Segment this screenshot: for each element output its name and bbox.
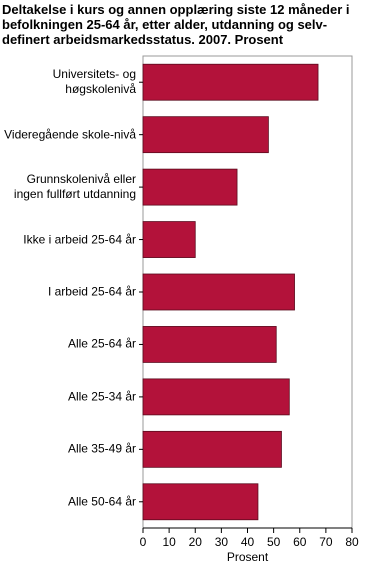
bar	[142, 326, 277, 363]
x-tick-label: 80	[345, 535, 359, 549]
x-tick-label: 0	[140, 535, 147, 549]
chart-title: Deltakelse i kurs og annen opplæring sis…	[2, 2, 350, 47]
bar	[142, 273, 295, 311]
bar	[142, 483, 259, 521]
bar	[142, 378, 290, 416]
y-tick-label: I arbeid 25-64 år	[47, 284, 136, 299]
bar	[142, 168, 238, 206]
y-tick-label: Grunnskolenivå eller ingen fullført utda…	[13, 172, 136, 202]
bar	[142, 116, 269, 154]
bar	[142, 430, 282, 468]
y-tick-label: Ikke i arbeid 25-64 år	[23, 232, 136, 247]
bar	[142, 63, 319, 101]
x-tick-label: 20	[189, 535, 203, 549]
x-tick-label: 10	[162, 535, 176, 549]
x-axis-label: Prosent	[227, 550, 269, 564]
y-tick-label: Videregående skole-nivå	[4, 127, 136, 142]
x-tick-label: 50	[267, 535, 281, 549]
y-tick-label: Alle 25-34 år	[67, 389, 136, 404]
x-tick-label: 30	[215, 535, 229, 549]
y-tick-label: Alle 50-64 år	[67, 494, 136, 509]
y-tick-label: Universitets- og høgskolenivå	[52, 67, 136, 97]
bar	[142, 221, 196, 258]
x-tick-label: 40	[241, 535, 255, 549]
y-tick-label: Alle 35-49 år	[67, 441, 136, 456]
x-tick-label: 70	[319, 535, 333, 549]
y-tick-label: Alle 25-64 år	[67, 336, 136, 351]
x-tick-label: 60	[293, 535, 307, 549]
